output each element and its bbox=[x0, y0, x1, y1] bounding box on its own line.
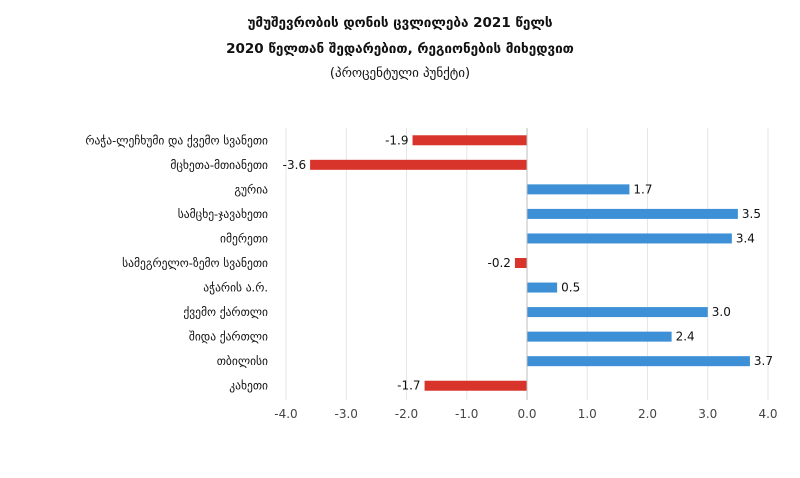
bar bbox=[527, 208, 738, 219]
x-tick-label: 1.0 bbox=[578, 407, 597, 421]
data-label: 2.4 bbox=[676, 330, 695, 344]
data-label: -3.6 bbox=[283, 158, 306, 172]
x-tick-label: -4.0 bbox=[274, 407, 297, 421]
category-label: სამცხე-ჯავახეთი bbox=[178, 207, 268, 221]
x-tick-label: 4.0 bbox=[758, 407, 777, 421]
data-label: 3.5 bbox=[742, 207, 761, 221]
bar bbox=[424, 380, 527, 391]
data-label: 3.0 bbox=[712, 305, 731, 319]
bar bbox=[527, 331, 672, 342]
category-label: მცხეთა-მთიანეთი bbox=[170, 158, 268, 172]
bar bbox=[527, 184, 630, 195]
category-label: გურია bbox=[234, 182, 268, 196]
x-tick-label: -2.0 bbox=[395, 407, 418, 421]
chart-unit-note: (პროცენტული პუნქტი) bbox=[329, 66, 471, 81]
category-label: სამეგრელო-ზემო სვანეთი bbox=[122, 256, 268, 270]
data-label: -1.9 bbox=[385, 133, 408, 147]
x-tick-label: 2.0 bbox=[638, 407, 657, 421]
data-label: 1.7 bbox=[633, 182, 652, 196]
bar bbox=[514, 258, 527, 268]
x-tick-label: 3.0 bbox=[698, 407, 717, 421]
category-label: რაჭა-ლეჩხუმი და ქვემო სვანეთი bbox=[85, 133, 268, 147]
data-label: 3.7 bbox=[754, 354, 773, 368]
category-label: კახეთი bbox=[229, 379, 268, 393]
data-label: -1.7 bbox=[397, 379, 420, 393]
chart-subtitle: 2020 წელთან შედარებით, რეგიონების მიხედვ… bbox=[226, 41, 574, 57]
x-tick-label: -1.0 bbox=[455, 407, 478, 421]
bar bbox=[527, 233, 732, 244]
data-label: -0.2 bbox=[488, 256, 511, 270]
data-label: 0.5 bbox=[561, 281, 580, 295]
category-label: ქვემო ქართლი bbox=[183, 305, 268, 319]
x-tick-label: -3.0 bbox=[335, 407, 358, 421]
bar bbox=[412, 135, 527, 146]
x-tick-label: 0.0 bbox=[517, 407, 536, 421]
chart-title: უმუშევრობის დონის ცვლილება 2021 წელს bbox=[247, 15, 553, 31]
category-label: იმერეთი bbox=[220, 231, 268, 245]
category-label: აჭარის ა.რ. bbox=[203, 281, 268, 295]
chart-titles: უმუშევრობის დონის ცვლილება 2021 წელს 202… bbox=[0, 10, 800, 86]
category-label: თბილისი bbox=[217, 354, 268, 368]
bar bbox=[527, 307, 708, 318]
category-label: შიდა ქართლი bbox=[189, 330, 268, 344]
bar bbox=[310, 159, 527, 170]
data-label: 3.4 bbox=[736, 231, 755, 245]
bar bbox=[527, 282, 558, 293]
bar bbox=[527, 356, 750, 367]
